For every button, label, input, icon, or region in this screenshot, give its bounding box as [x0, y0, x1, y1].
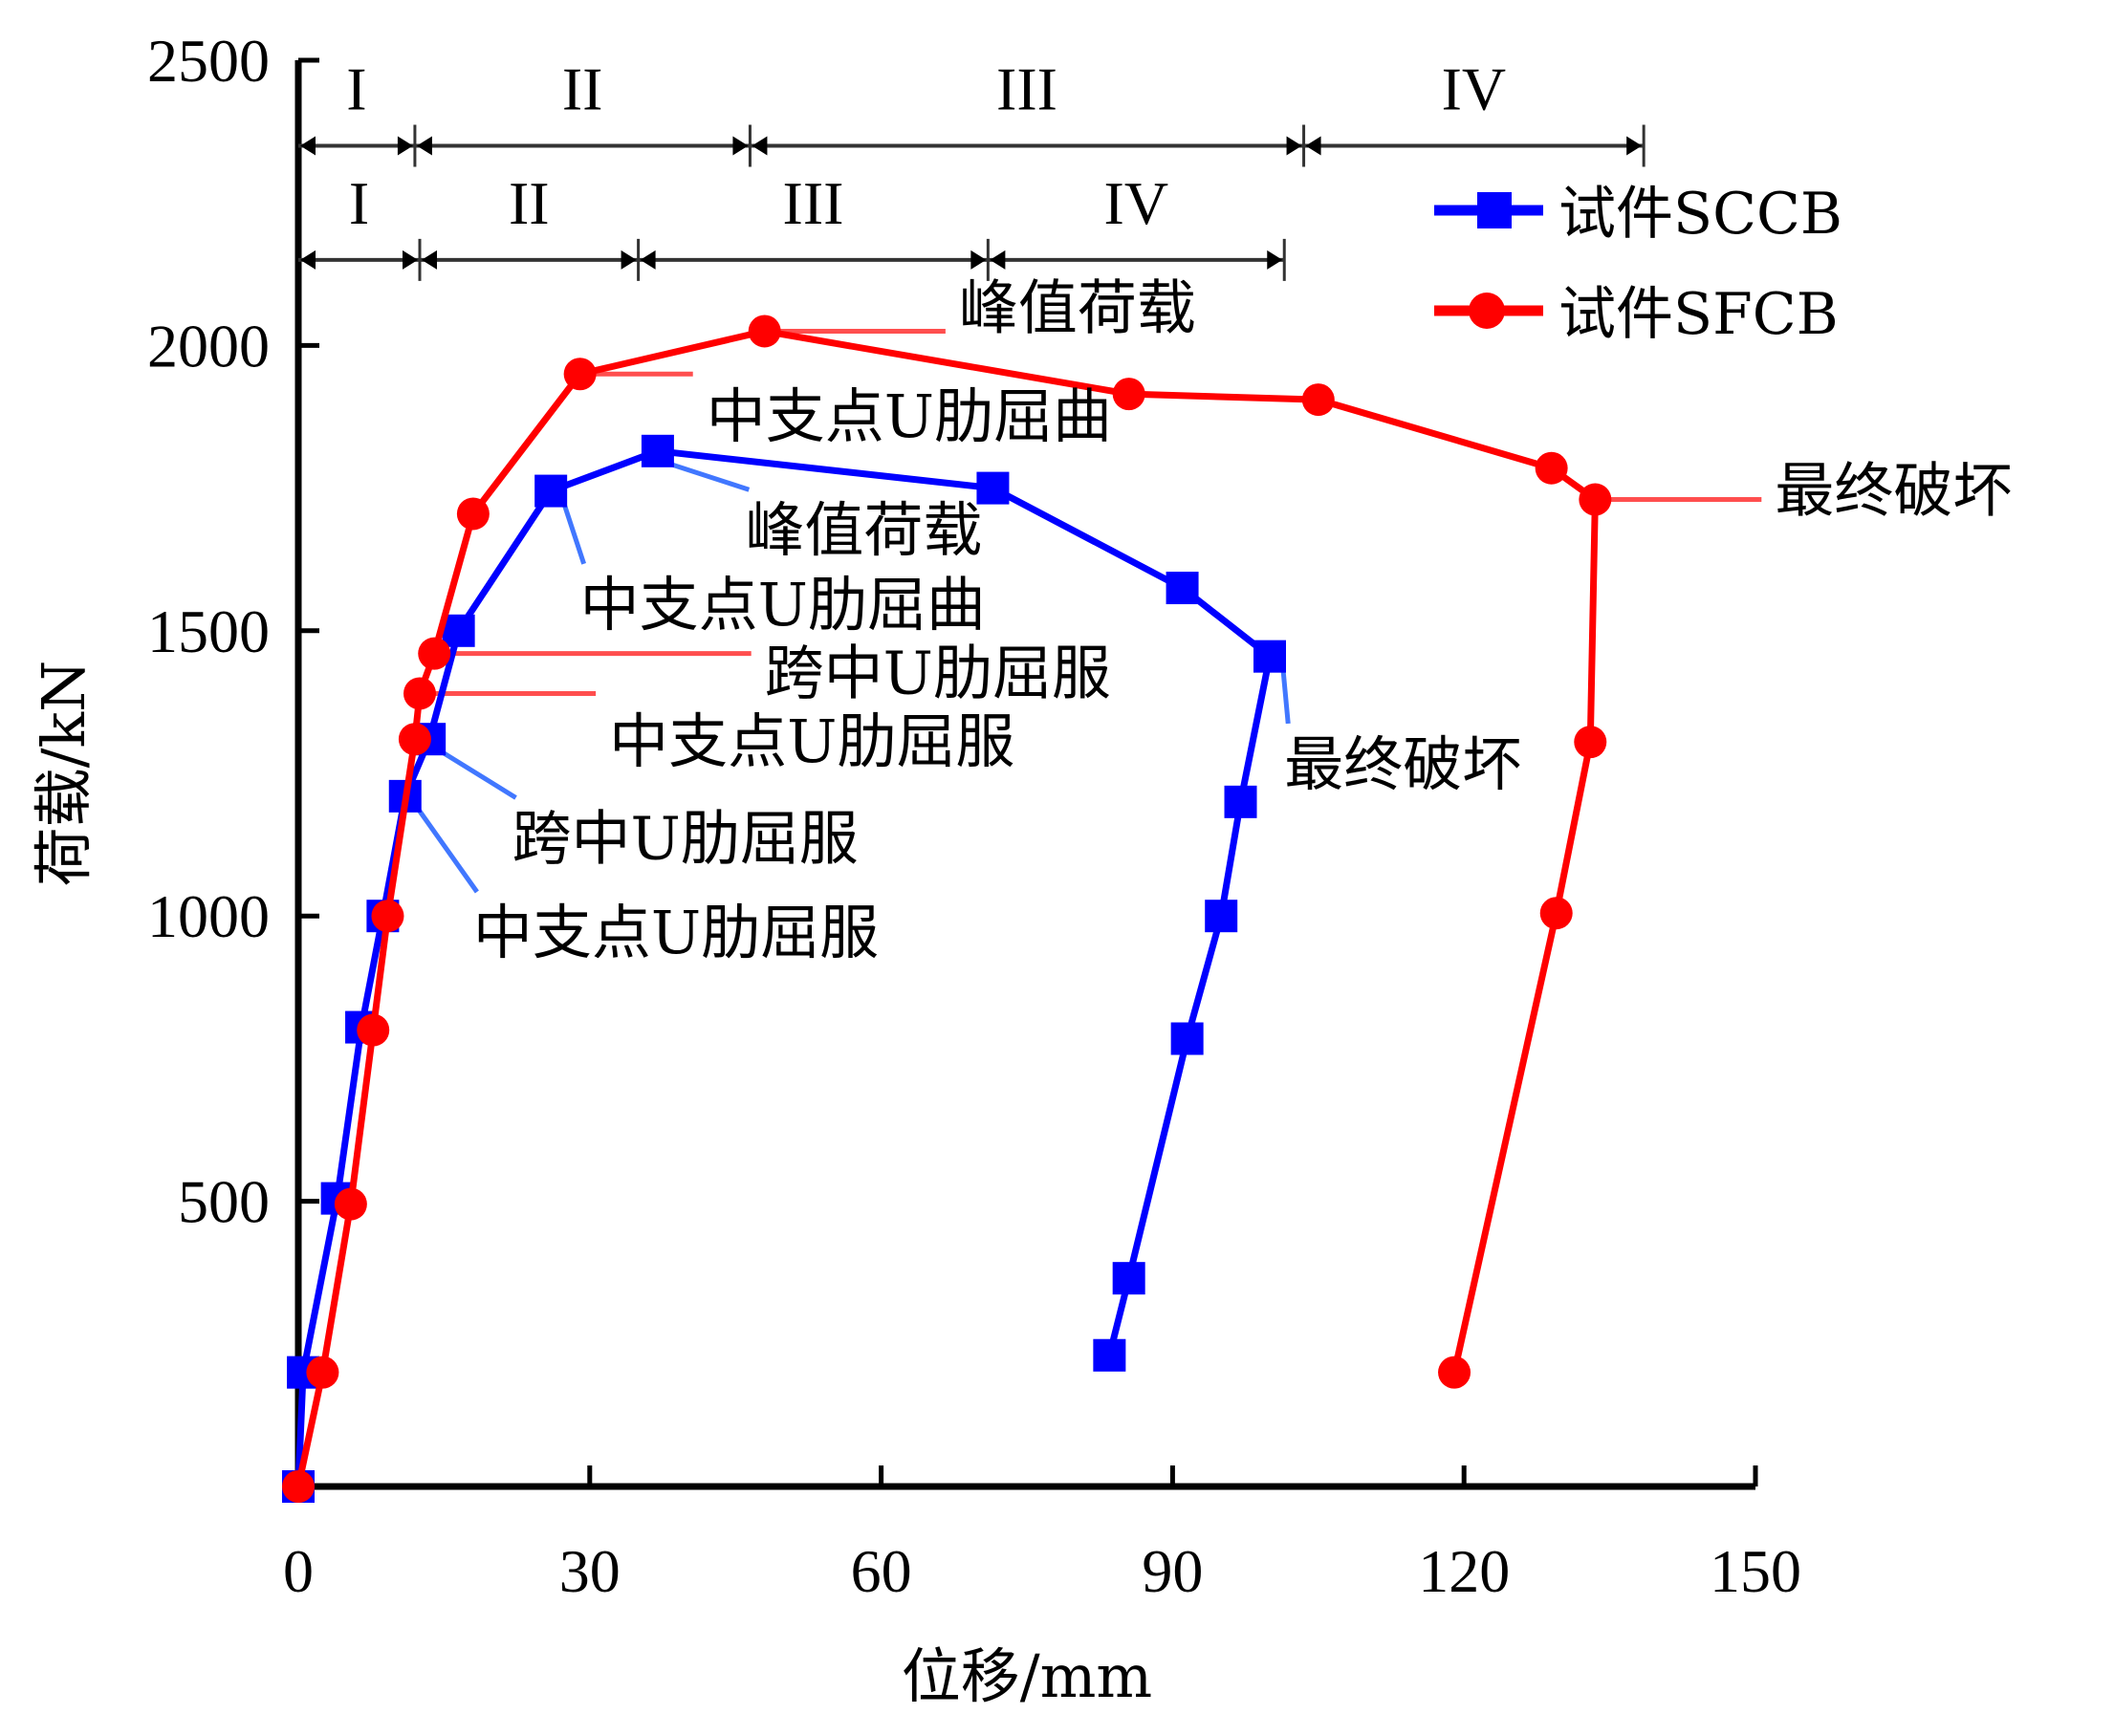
arrowhead-left-icon	[640, 250, 656, 270]
legend: 试件SCCB 试件SFCB	[1434, 181, 1842, 348]
x-axis-title: 位移/mm	[902, 1641, 1152, 1711]
data-point-sfcb	[1438, 1356, 1471, 1389]
y-tick-label: 500	[178, 1168, 270, 1236]
data-point-sccb	[1166, 572, 1199, 605]
data-point-sfcb	[371, 900, 404, 933]
y-axis-title: 荷载/kN	[29, 661, 98, 887]
legend-label: 试件SFCB	[1558, 281, 1839, 348]
annotation-label: 中支点U肋屈服	[609, 706, 1014, 776]
stage-label: II	[509, 169, 550, 237]
annotation-label: 跨中U肋屈服	[512, 804, 859, 874]
data-point-sccb	[1224, 785, 1257, 818]
stage-label: I	[349, 169, 369, 237]
x-tick-label: 150	[1710, 1537, 1801, 1605]
stage-label: III	[783, 169, 844, 237]
annotation-label: 峰值荷载	[959, 272, 1196, 342]
data-point-sfcb	[282, 1470, 315, 1503]
arrowhead-right-icon	[1267, 250, 1283, 270]
data-point-sccb	[1112, 1262, 1145, 1295]
annotation-label: 中支点U肋屈曲	[580, 570, 986, 640]
x-tick-label: 120	[1418, 1537, 1510, 1605]
data-point-sfcb	[1539, 897, 1573, 930]
annotation-leader-line	[561, 503, 587, 565]
annotation-leader-line	[416, 808, 479, 894]
data-point-sccb	[534, 474, 568, 508]
data-point-sccb	[1093, 1338, 1126, 1372]
arrowhead-left-icon	[416, 136, 432, 156]
data-point-sfcb	[334, 1187, 367, 1221]
annotation-label: 中支点U肋屈服	[473, 898, 879, 967]
stage-label: IV	[1442, 55, 1507, 123]
arrowhead-left-icon	[300, 250, 316, 270]
data-point-sccb	[976, 471, 1010, 505]
arrowhead-right-icon	[970, 250, 987, 270]
arrowhead-left-icon	[752, 136, 768, 156]
data-point-sccb	[1253, 640, 1286, 673]
data-point-sccb	[442, 614, 475, 647]
arrowhead-left-icon	[1305, 136, 1321, 156]
annotation-label: 最终破坏	[1284, 729, 1521, 799]
stage-label: IV	[1104, 169, 1169, 237]
data-point-sfcb	[403, 677, 436, 710]
annotation-label: 中支点U肋屈曲	[707, 381, 1112, 451]
data-point-sfcb	[1112, 378, 1145, 411]
y-tick-label: 1500	[147, 597, 270, 665]
annotation-labels: 峰值荷载中支点U肋屈曲最终破坏跨中U肋屈服中支点U肋屈服峰值荷载中支点U肋屈曲最…	[473, 272, 2012, 966]
data-point-sfcb	[1579, 483, 1612, 516]
arrowhead-left-icon	[990, 250, 1006, 270]
arrowhead-left-icon	[300, 136, 316, 156]
data-point-sfcb	[1574, 726, 1607, 759]
arrowhead-right-icon	[1286, 136, 1302, 156]
axes: 0 30 60 90 120 150 500 1000 1500 2000 2500	[147, 27, 1801, 1605]
data-point-sccb	[1170, 1022, 1204, 1055]
arrowhead-right-icon	[1626, 136, 1643, 156]
data-point-sfcb	[1535, 451, 1568, 485]
stage-rows: I II III IVI II III IV	[298, 55, 1645, 281]
y-tick-label: 2000	[147, 312, 270, 380]
stage-label: II	[562, 55, 603, 123]
annotation-leader-line	[1280, 669, 1291, 725]
arrowhead-right-icon	[403, 250, 418, 270]
x-tick-label: 0	[283, 1537, 314, 1605]
series-group	[282, 315, 1612, 1503]
data-point-sfcb	[306, 1356, 339, 1389]
data-point-sfcb	[748, 315, 781, 348]
y-tick-label: 1000	[147, 882, 270, 950]
series-line-sfcb	[294, 327, 1599, 1487]
data-point-sfcb	[563, 358, 597, 391]
legend-marker-circle-icon	[1469, 293, 1505, 329]
annotation-leader-line	[670, 462, 751, 492]
legend-label: 试件SCCB	[1558, 181, 1842, 248]
arrowhead-right-icon	[397, 136, 413, 156]
data-point-sfcb	[1301, 383, 1335, 417]
data-point-sccb	[641, 434, 674, 467]
arrowhead-left-icon	[422, 250, 437, 270]
annotation-label: 最终破坏	[1775, 455, 2012, 525]
series-line-sccb	[294, 447, 1274, 1487]
x-tick-label: 60	[851, 1537, 912, 1605]
data-point-sfcb	[418, 637, 451, 670]
data-point-sfcb	[456, 497, 490, 531]
stage-label: III	[996, 55, 1057, 123]
arrowhead-right-icon	[732, 136, 749, 156]
data-point-sccb	[1205, 900, 1238, 933]
x-tick-label: 90	[1142, 1537, 1203, 1605]
annotation-label: 峰值荷载	[745, 495, 982, 565]
annotation-leaders	[416, 328, 1762, 894]
annotation-leader-line	[441, 750, 517, 800]
annotation-label: 跨中U肋屈服	[765, 638, 1111, 707]
x-tick-label: 30	[559, 1537, 621, 1605]
data-point-sfcb	[398, 723, 431, 756]
data-point-sfcb	[357, 1013, 390, 1047]
arrowhead-right-icon	[621, 250, 637, 270]
stage-label: I	[346, 55, 366, 123]
legend-marker-square-icon	[1477, 192, 1512, 228]
y-tick-label: 2500	[147, 27, 270, 95]
